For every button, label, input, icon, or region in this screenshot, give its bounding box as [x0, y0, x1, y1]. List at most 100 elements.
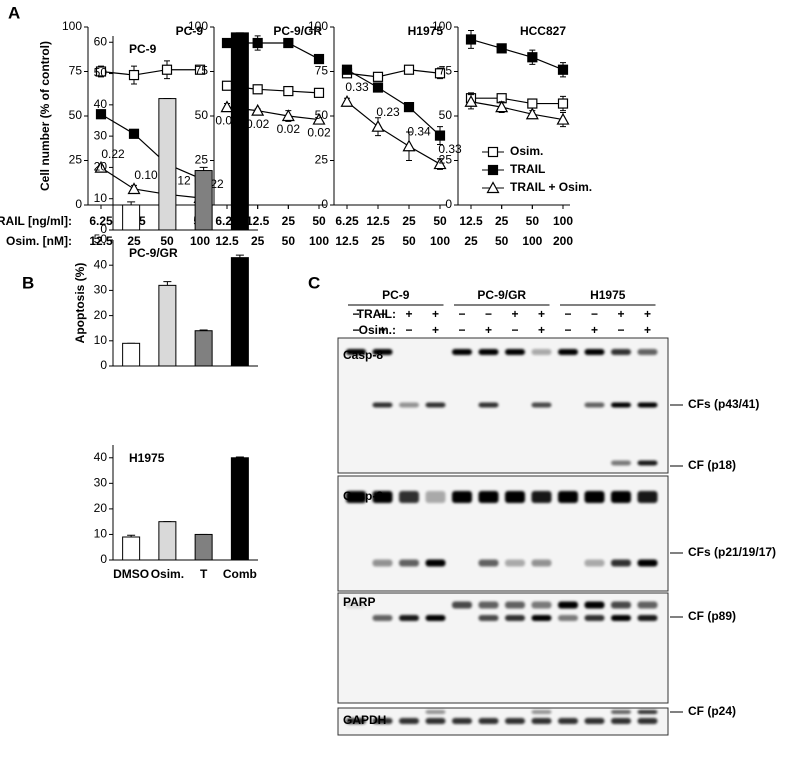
x-tick-label: 25: [495, 214, 509, 228]
x-tick-label: 100: [522, 234, 542, 248]
marker: [340, 95, 354, 107]
band: [637, 718, 658, 724]
y-tick-label: 0: [445, 197, 452, 211]
marker: [128, 69, 140, 81]
legend-marker: [486, 181, 500, 194]
marker: [371, 119, 385, 132]
group-label: H1975: [590, 288, 626, 302]
sign: −: [617, 323, 624, 337]
panel-label: A: [8, 3, 20, 22]
marker: [313, 53, 325, 65]
y-tick-label: 100: [308, 19, 328, 33]
sign: +: [538, 307, 545, 321]
y-tick-label: 30: [94, 128, 108, 142]
band: [505, 491, 525, 503]
band: [611, 491, 631, 503]
error-bar: [199, 166, 208, 171]
y-tick-label: 50: [69, 108, 83, 122]
y-tick-label: 10: [94, 191, 108, 205]
chart-title: HCC827: [520, 24, 566, 38]
band: [531, 710, 552, 714]
sign: +: [538, 323, 545, 337]
y-tick-label: 40: [94, 450, 108, 464]
band: [611, 559, 631, 567]
bar: [158, 521, 177, 561]
bar: [230, 257, 249, 367]
band: [611, 718, 631, 724]
band: [452, 349, 472, 355]
band: [346, 349, 366, 355]
band: [505, 601, 525, 609]
band: [372, 559, 393, 567]
band: [531, 402, 552, 408]
marker: [527, 98, 538, 109]
band: [637, 710, 658, 714]
marker: [434, 68, 446, 79]
y-tick-label: 75: [195, 64, 209, 78]
bar: [158, 284, 177, 367]
band: [478, 402, 499, 408]
band: [637, 491, 658, 503]
legend-label: TRAIL + Osim.: [510, 180, 592, 194]
blot-frame: [337, 592, 669, 704]
band: [399, 615, 419, 621]
y-tick-label: 25: [69, 153, 83, 167]
chart-title: H1975: [408, 24, 444, 38]
bar: [230, 32, 249, 231]
panel-label: B: [22, 273, 34, 292]
annotation: 0.33: [345, 80, 369, 94]
x-tick-label: 12.5: [459, 214, 483, 228]
marker: [495, 100, 509, 113]
band: [505, 615, 525, 621]
band: [425, 718, 446, 724]
bar: [194, 330, 213, 367]
marker: [251, 103, 265, 116]
sign: +: [644, 307, 651, 321]
fragment-label: CFs (p43/41): [688, 397, 759, 411]
band: [425, 710, 446, 714]
group-label: PC-9: [382, 288, 410, 302]
band: [505, 559, 525, 567]
band: [531, 559, 552, 567]
fragment-label: CFs (p21/19/17): [688, 545, 776, 559]
marker: [221, 80, 233, 91]
band: [584, 402, 605, 408]
band: [399, 559, 419, 567]
y-tick-label: 100: [62, 19, 82, 33]
band: [372, 615, 393, 621]
x-tick-label: 100: [309, 234, 329, 248]
annotation: 0.34: [407, 124, 431, 138]
y-tick-label: 0: [100, 358, 107, 372]
panel-label: C: [308, 273, 320, 292]
y-tick-label: 25: [439, 153, 453, 167]
band: [611, 615, 631, 621]
marker: [95, 109, 107, 120]
sign: −: [405, 323, 412, 337]
band: [478, 615, 499, 621]
marker: [283, 37, 294, 49]
band: [399, 718, 419, 724]
x-tick-label: 12.5: [335, 234, 359, 248]
band: [637, 559, 658, 567]
marker: [281, 109, 295, 122]
band: [346, 601, 366, 609]
series-line: [346, 69, 441, 78]
series-line: [100, 167, 201, 199]
band: [346, 491, 366, 503]
band: [399, 402, 419, 408]
y-tick-label: 40: [94, 97, 108, 111]
band: [425, 491, 446, 503]
y-tick-label: 100: [432, 19, 452, 33]
band: [372, 349, 393, 355]
marker: [434, 130, 446, 141]
x-tick-label: 100: [430, 234, 450, 248]
bar: [194, 533, 213, 561]
x-tick-label: 100: [190, 234, 210, 248]
band: [505, 349, 525, 355]
x-tick-label: 12.5: [215, 234, 239, 248]
band: [558, 601, 578, 609]
sign: −: [564, 323, 571, 337]
marker: [464, 95, 478, 107]
bar: [122, 342, 141, 367]
